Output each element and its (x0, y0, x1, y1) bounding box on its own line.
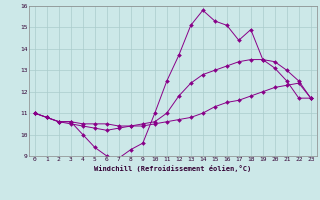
X-axis label: Windchill (Refroidissement éolien,°C): Windchill (Refroidissement éolien,°C) (94, 165, 252, 172)
